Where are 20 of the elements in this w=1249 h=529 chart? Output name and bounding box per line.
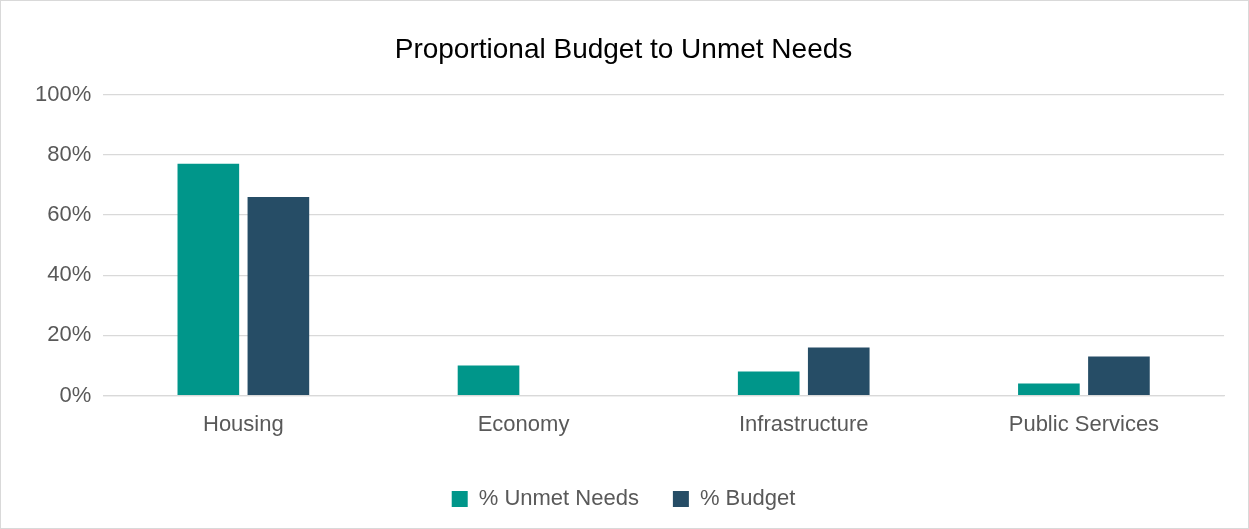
y-tick-label: 80% xyxy=(47,140,92,166)
y-tick-label: 40% xyxy=(47,261,92,287)
bar xyxy=(177,163,240,395)
bar xyxy=(1088,356,1150,395)
bar xyxy=(247,196,310,395)
bar xyxy=(1018,383,1080,395)
bar xyxy=(807,347,870,395)
legend-label: % Budget xyxy=(699,485,796,511)
y-tick-label: 20% xyxy=(47,321,92,347)
x-tick-label: Economy xyxy=(477,410,570,436)
legend-label: % Unmet Needs xyxy=(478,485,639,511)
chart-title: Proportional Budget to Unmet Needs xyxy=(394,32,853,64)
bar xyxy=(457,365,520,395)
bar xyxy=(737,371,800,395)
y-tick-label: 0% xyxy=(59,381,92,407)
x-tick-label: Infrastructure xyxy=(738,410,869,436)
x-tick-label: Public Services xyxy=(1008,410,1160,436)
x-tick-label: Housing xyxy=(203,410,284,436)
y-tick-label: 100% xyxy=(34,80,92,106)
y-tick-label: 60% xyxy=(47,201,92,227)
